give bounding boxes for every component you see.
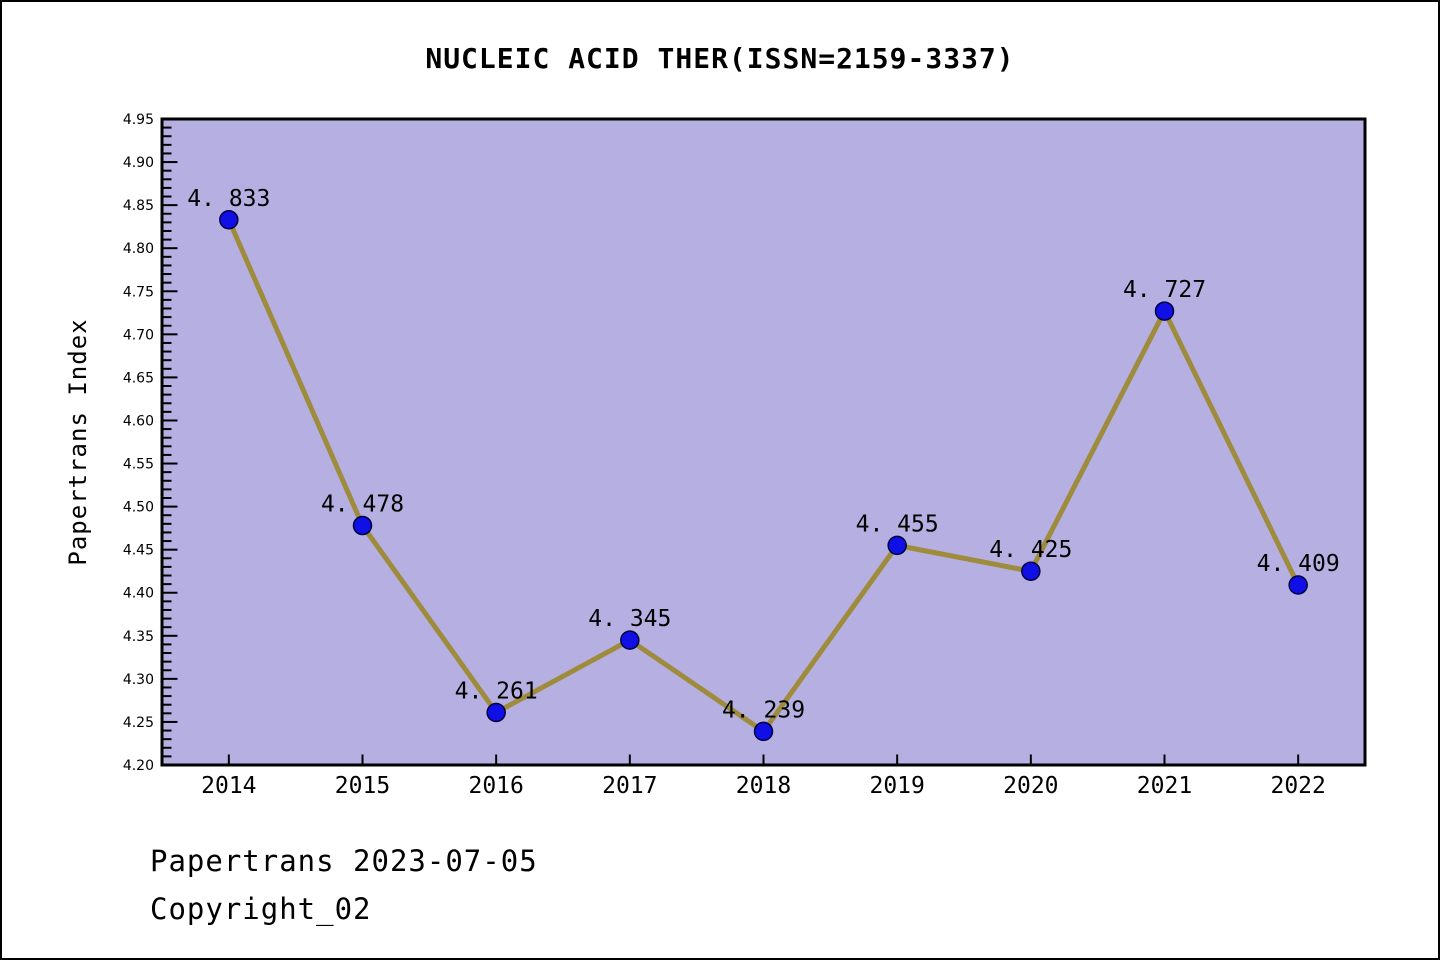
x-tick-label: 2021 bbox=[1137, 773, 1192, 799]
footer-copyright: Copyright_02 bbox=[150, 892, 372, 926]
x-tick-label: 2014 bbox=[201, 773, 256, 799]
x-tick-label: 2016 bbox=[468, 773, 523, 799]
data-point bbox=[219, 210, 239, 230]
y-tick-label: 4.70 bbox=[123, 327, 154, 343]
data-point bbox=[753, 721, 774, 742]
y-tick-label: 4.25 bbox=[123, 715, 154, 731]
point-label: 4. 345 bbox=[588, 606, 671, 632]
y-tick-label: 4.90 bbox=[123, 155, 154, 171]
y-tick-label: 4.85 bbox=[123, 198, 154, 214]
y-tick-label: 4.20 bbox=[123, 758, 154, 774]
data-point bbox=[887, 535, 907, 556]
y-tick-label: 4.60 bbox=[123, 413, 154, 429]
x-tick-label: 2020 bbox=[1003, 773, 1058, 799]
point-label: 4. 261 bbox=[455, 678, 538, 704]
point-label: 4. 833 bbox=[187, 186, 270, 212]
data-point bbox=[1021, 561, 1041, 581]
data-point bbox=[486, 702, 506, 723]
y-tick-label: 4.55 bbox=[123, 457, 154, 473]
point-label: 4. 455 bbox=[856, 511, 939, 537]
x-tick-label: 2015 bbox=[335, 773, 390, 799]
y-tick-label: 4.45 bbox=[123, 543, 154, 559]
point-label: 4. 727 bbox=[1123, 277, 1206, 303]
data-point bbox=[1154, 301, 1175, 321]
y-tick-label: 4.80 bbox=[123, 241, 154, 257]
y-tick-label: 4.40 bbox=[123, 586, 154, 602]
x-tick-label: 2017 bbox=[602, 773, 657, 799]
x-tick-label: 2019 bbox=[869, 773, 924, 799]
data-point bbox=[620, 630, 640, 650]
y-tick-label: 4.95 bbox=[123, 112, 154, 128]
y-tick-label: 4.30 bbox=[123, 672, 154, 688]
point-label: 4. 425 bbox=[989, 537, 1072, 563]
plot-background bbox=[160, 117, 1367, 767]
point-label: 4. 478 bbox=[321, 492, 404, 518]
point-label: 4. 409 bbox=[1257, 551, 1340, 577]
point-label: 4. 239 bbox=[722, 697, 805, 723]
y-tick-label: 4.65 bbox=[123, 370, 154, 386]
chart-title: NUCLEIC ACID THER(ISSN=2159-3337) bbox=[425, 42, 1015, 75]
y-tick-label: 4.35 bbox=[123, 629, 154, 645]
x-tick-label: 2018 bbox=[736, 773, 791, 799]
data-point bbox=[1288, 575, 1308, 595]
x-tick-label: 2022 bbox=[1270, 773, 1325, 799]
footer-date: Papertrans 2023-07-05 bbox=[150, 844, 538, 878]
data-point bbox=[352, 515, 373, 536]
y-tick-label: 4.75 bbox=[123, 284, 154, 300]
y-tick-label: 4.50 bbox=[123, 500, 154, 516]
